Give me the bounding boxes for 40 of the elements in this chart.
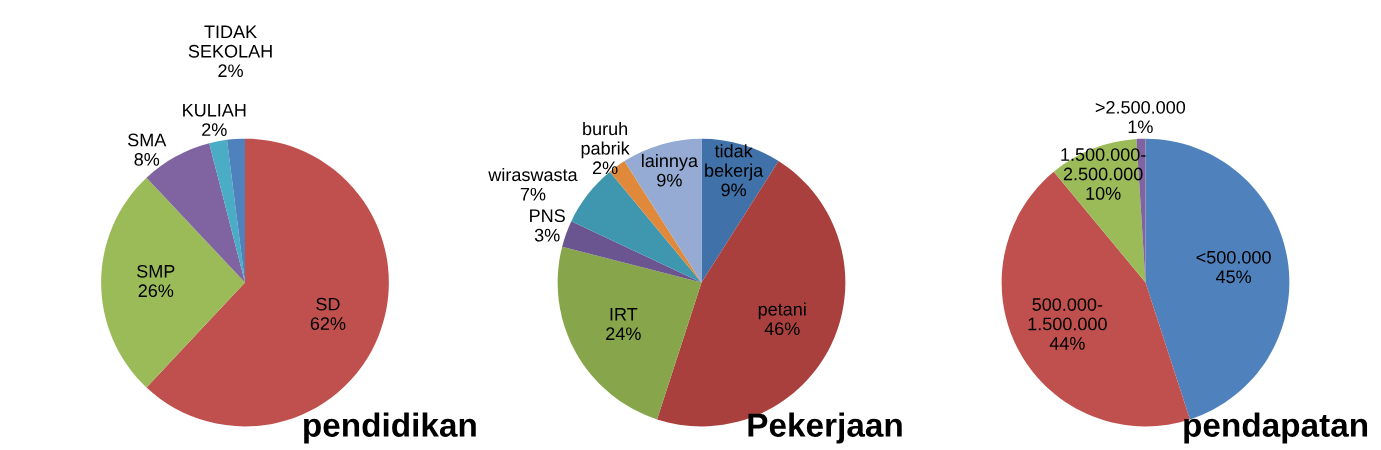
data-label: 1% <box>1128 120 1153 134</box>
data-label: 45% <box>1215 270 1252 284</box>
data-label: 8% <box>134 153 160 166</box>
data-label: 44% <box>1049 337 1085 350</box>
pie-slice <box>557 246 702 420</box>
data-label: 26% <box>138 284 174 298</box>
pie-slice <box>209 139 245 283</box>
pie-slice <box>701 138 779 283</box>
data-label: 2% <box>592 161 618 175</box>
data-label: 7% <box>520 187 546 201</box>
slice-label: tidak bekerja <box>705 144 764 181</box>
slice-label: SD <box>316 297 340 311</box>
pie-slice <box>562 221 702 283</box>
text: pendapatan <box>1184 412 1368 444</box>
pie-slice <box>101 177 245 388</box>
slice-label: SMP <box>137 264 175 278</box>
text: pendidikan <box>304 412 476 444</box>
slice-label: TIDAK SEKOLAH <box>188 25 272 58</box>
slice-label: wiraswasta <box>488 167 578 182</box>
data-label: 3% <box>534 228 560 242</box>
pie-slice <box>1053 138 1146 283</box>
data-label: 62% <box>310 317 346 330</box>
data-label: 9% <box>721 183 747 197</box>
data-label: 2% <box>202 123 227 136</box>
slice-label: KULIAH <box>183 103 246 117</box>
slice-label: 500.000-1.500.000 <box>1028 298 1107 331</box>
slice-label: lainnya <box>642 153 698 171</box>
slice-label: >2.500.000 <box>1095 100 1186 114</box>
slice-label: buruh pabrik <box>581 122 630 159</box>
slice-label: PNS <box>530 209 565 223</box>
slice-label: SMA <box>128 133 167 147</box>
slice-label: <500.000 <box>1196 250 1271 264</box>
data-label: 2% <box>218 64 243 78</box>
data-label: 9% <box>657 173 682 187</box>
text: Pekerjaan <box>748 412 902 444</box>
data-label: 10% <box>1086 187 1121 200</box>
slice-label: IRT <box>610 308 638 321</box>
data-label: 24% <box>606 327 641 341</box>
slice-label: petani <box>758 302 806 320</box>
data-label: 46% <box>764 322 800 336</box>
